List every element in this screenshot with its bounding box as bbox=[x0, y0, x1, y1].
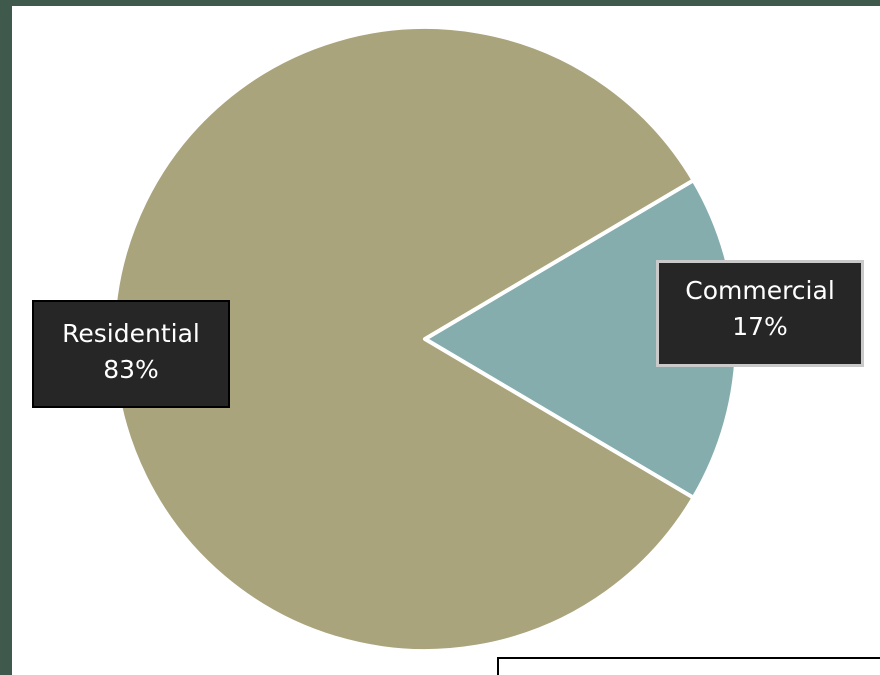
residential-value-text: 83% bbox=[103, 355, 159, 384]
chart-area: Residential 83% Commercial 17% bbox=[12, 6, 880, 675]
cropped-box bbox=[497, 657, 880, 675]
residential-label-text: Residential bbox=[62, 319, 200, 348]
pie-chart bbox=[111, 25, 739, 653]
data-label-commercial: Commercial 17% bbox=[656, 260, 864, 367]
commercial-value-text: 17% bbox=[732, 312, 788, 341]
commercial-label-text: Commercial bbox=[685, 276, 835, 305]
data-label-residential: Residential 83% bbox=[32, 300, 230, 408]
